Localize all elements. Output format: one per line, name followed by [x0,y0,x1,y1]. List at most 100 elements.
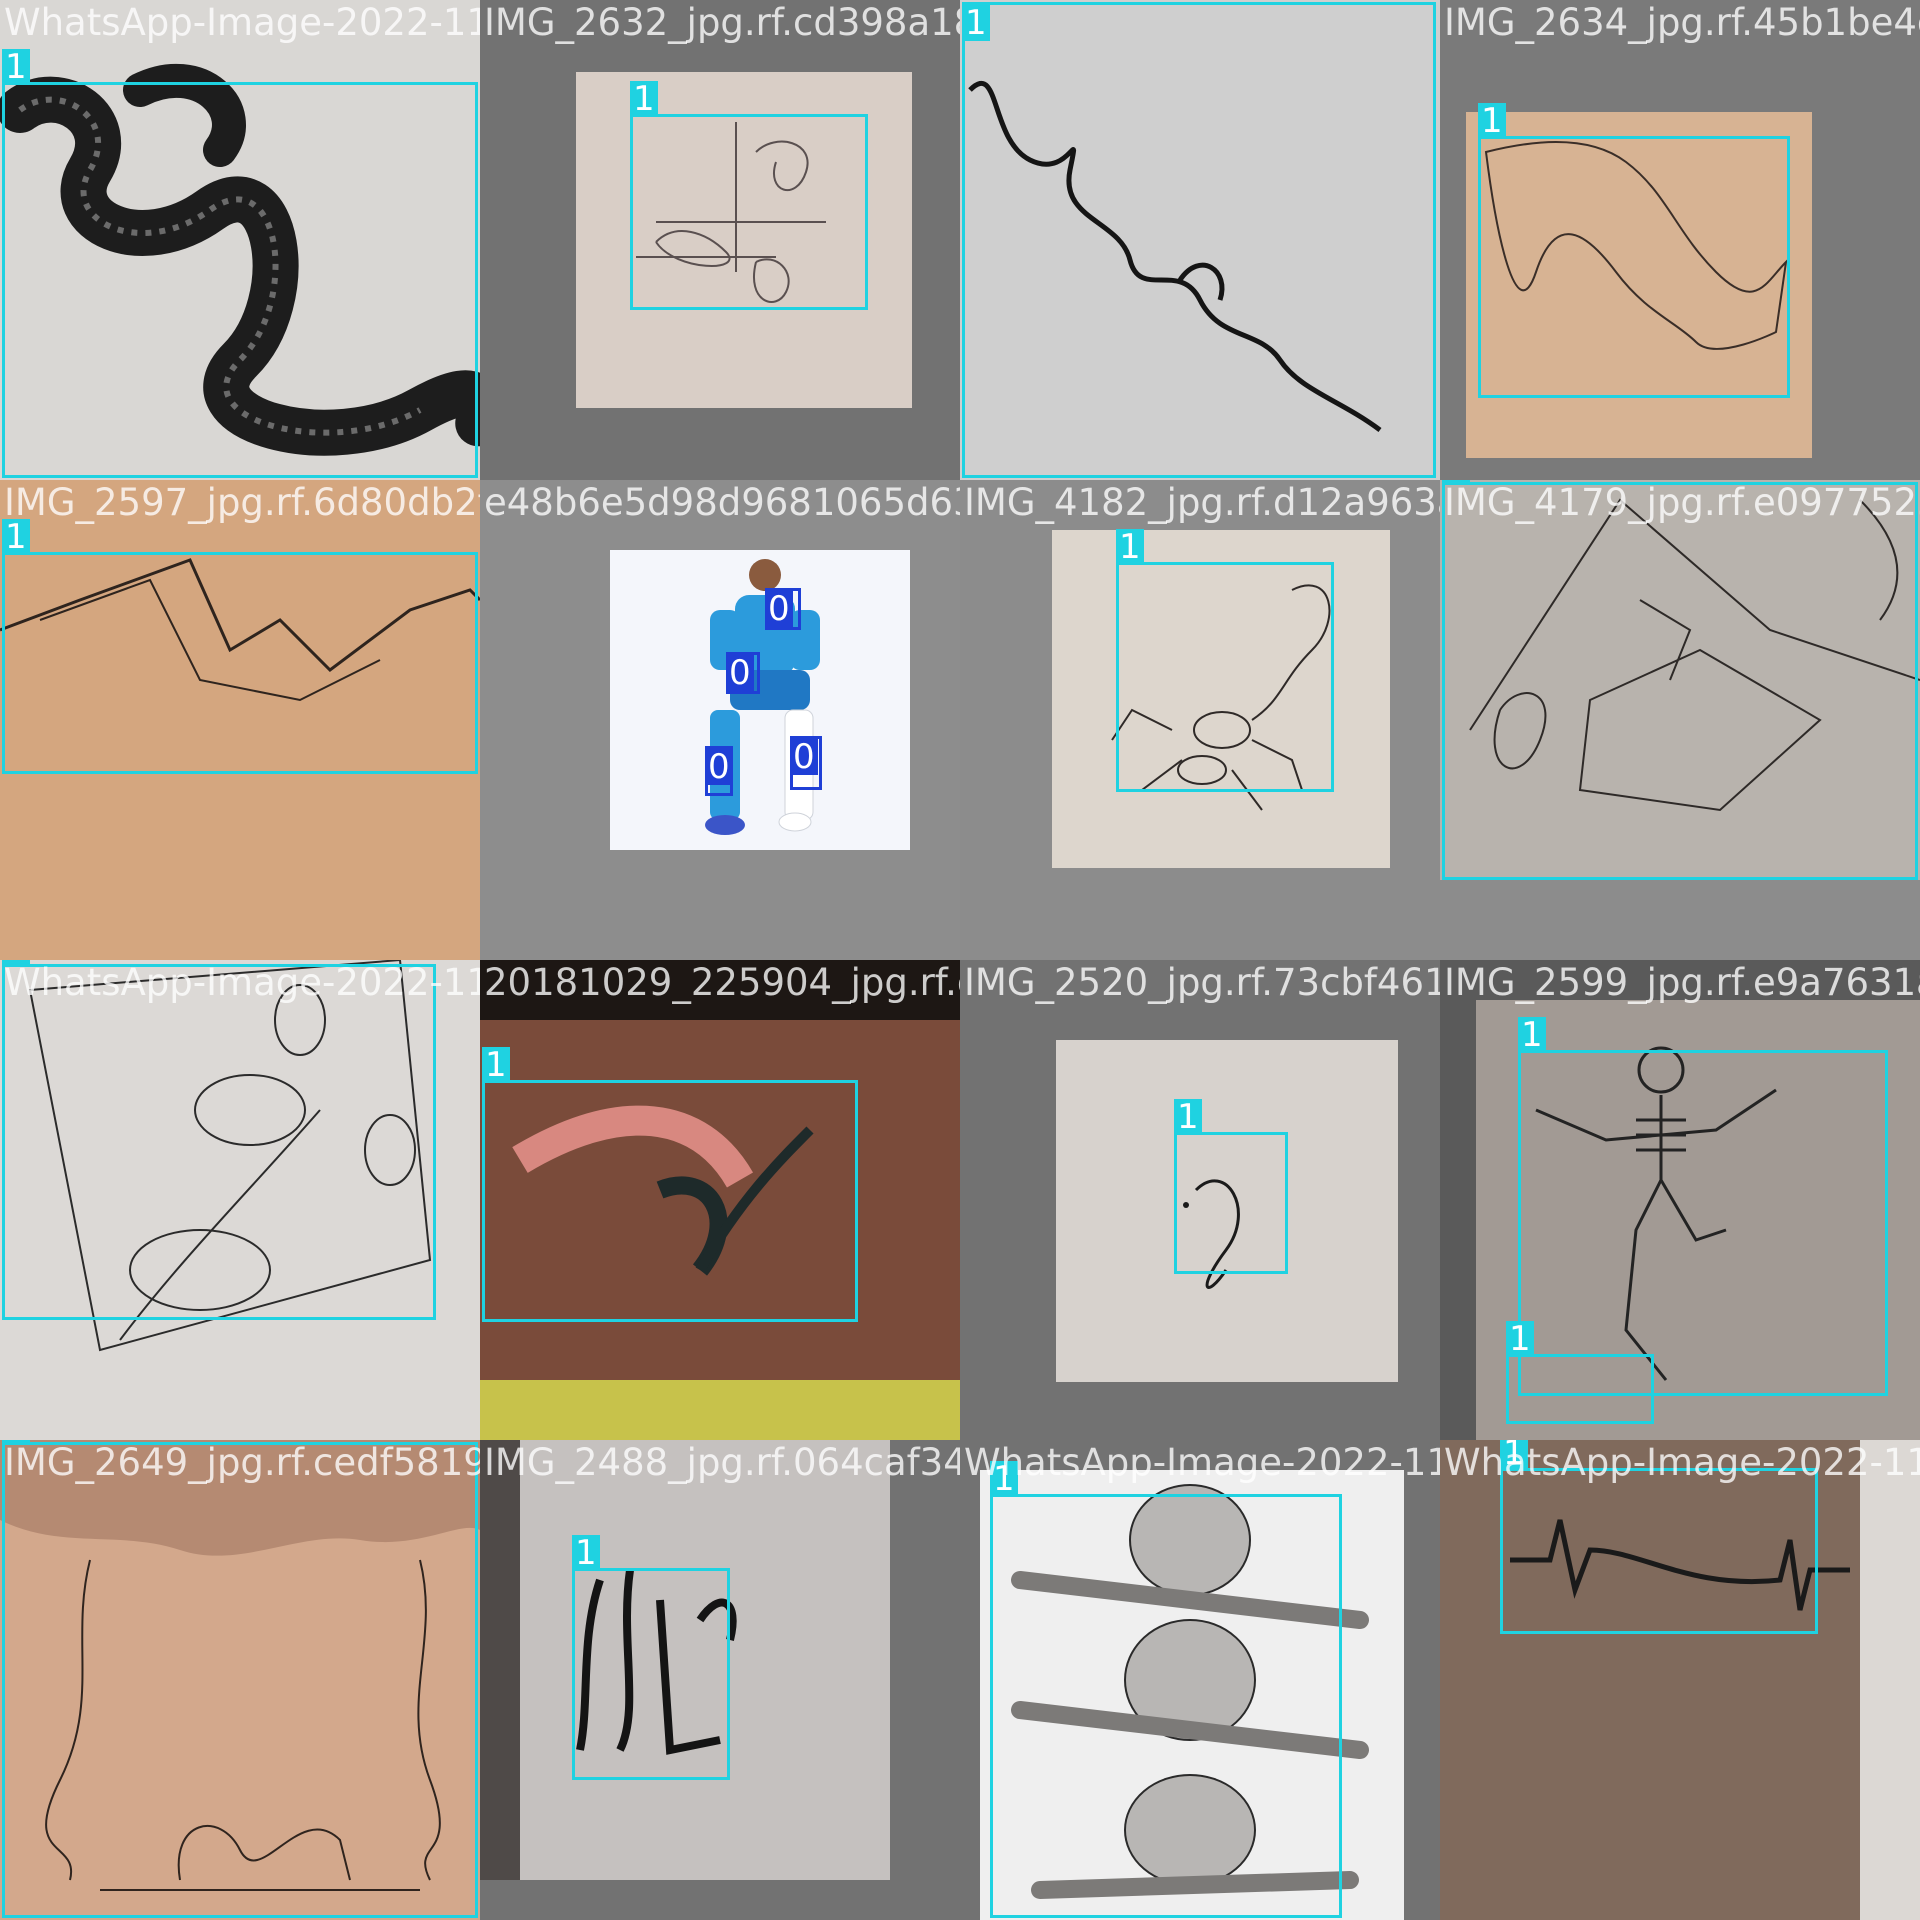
tile-sketch: 1 IMG_2632_jpg.rf.cd398a18f [480,0,960,480]
bounding-box: 1 [990,1461,1342,1918]
box-label: 0 [765,591,793,627]
bounding-box: 1 [1506,1321,1654,1424]
tile-small-line: 1 IMG_2520_jpg.rf.73cbf461d4c [960,960,1440,1440]
tile-filename: WhatsApp-Image-2022-11-2 [1444,1441,1920,1484]
box-label: 1 [1478,103,1506,139]
bounding-box: 1 [2,49,478,478]
tile-person: 0 0 0 0 e48b6e5d98d9681065d632b8 [480,480,960,960]
tile-clouds: 1 IMG_2649_jpg.rf.cedf58195 [0,1440,480,1920]
box-label: 1 [1518,1017,1546,1053]
tile-filename: WhatsApp-Image-2022-11-20-at-19-22-20.jp… [4,1,480,44]
box-label: 1 [1500,1440,1528,1471]
box-label: 0 [705,749,733,785]
wt-tattoo-image [480,1440,890,1880]
tile-lettering: 1 [960,0,1440,480]
bounding-box: 1 [2,519,478,774]
skeleton-tattoo-image [1476,1000,1920,1440]
box-label: 1 [990,1461,1018,1497]
box-label: 1 [2,960,30,967]
bounding-box: 0 [765,588,801,630]
tile-image [1440,1440,1920,1920]
bounding-box: 0 [790,736,822,790]
tile-map: 1 IMG_2634_jpg.rf.45b1be4cae [1440,0,1920,480]
box-label: 1 [962,5,990,41]
box-label: 1 [1506,1321,1534,1357]
tile-filename: e48b6e5d98d9681065d632b8 [484,481,960,524]
tile-filename: IMG_2597_jpg.rf.6d80db2f8 [4,481,480,524]
box-label: 1 [2,1440,30,1445]
box-label: 1 [1116,529,1144,565]
tile-image [0,0,480,480]
lettering-tattoo-image [960,0,1440,480]
box-label: 1 [482,1047,510,1083]
guernica-tattoo-image [1440,480,1920,880]
tile-filename: IMG_4179_jpg.rf.e09775250 [1444,481,1920,524]
bounding-box: 1 [1518,1017,1888,1396]
tile-scorpion: 1 IMG_4182_jpg.rf.d12a963a2 [960,480,1440,960]
bounding-box: 1 [1500,1440,1818,1634]
tile-image [0,480,480,960]
bounding-box: 1 [2,960,436,1320]
magnolia-tattoo-image [0,960,480,1440]
tile-image [980,1470,1404,1920]
box-label: 1 [572,1535,600,1571]
tile-image [1056,1040,1398,1382]
tile-filename: IMG_2599_jpg.rf.e9a7631aff9 [1444,961,1920,1004]
bounding-box: 1 [1116,529,1334,792]
bounding-box: 1 [1174,1099,1288,1274]
tile-image [1476,1000,1920,1440]
tile-filename: IMG_2520_jpg.rf.73cbf461d4c [964,961,1440,1004]
tile-mountains: 1 IMG_2597_jpg.rf.6d80db2f8 [0,480,480,960]
bounding-box: 1 [572,1535,730,1780]
box-label: 1 [630,81,658,117]
bounding-box: 1 [482,1047,858,1322]
bounding-box: 1 [1478,103,1790,398]
tile-image [480,960,960,1440]
tile-filename: IMG_2634_jpg.rf.45b1be4cae [1444,1,1920,44]
box-label: 1 [2,519,30,555]
tile-snake: 1 WhatsApp-Image-2022-11-20-at-19-22-20.… [0,0,480,480]
bounding-box: 0 [705,746,733,796]
tile-image [610,550,910,850]
box-label: 0 [790,739,818,775]
feather-tattoo-image [480,960,960,1440]
tile-skulls: 1 WhatsApp-Image-2022-11-20 [960,1440,1440,1920]
bounding-box: 1 [962,2,1436,478]
bounding-box: 1 [630,81,868,310]
tile-filename: IMG_4182_jpg.rf.d12a963a2 [964,481,1440,524]
tile-image [960,0,1440,480]
tile-image [1440,480,1920,880]
box-label: 1 [2,49,30,85]
tile-image [480,1440,890,1880]
tile-filename: 20181029_225904_jpg.rf.c82f [484,961,960,1004]
tile-filename: WhatsApp-Image-2022-11-20-at-19-22- [4,961,480,1004]
skulls-tattoo-image [980,1470,1404,1920]
person-image [610,550,910,850]
tile-heartbeat: 1 WhatsApp-Image-2022-11-2 [1440,1440,1920,1920]
tile-skeleton: 1 1 IMG_2599_jpg.rf.e9a7631aff9 [1440,960,1920,1440]
tile-wt: 1 IMG_2488_jpg.rf.064caf348c4 [480,1440,960,1920]
bounding-box: 1 [1442,480,1918,880]
bounding-box: 0 [726,652,760,694]
tile-image [0,960,480,1440]
small-line-tattoo-image [1056,1040,1398,1382]
tile-magnolia: 1 WhatsApp-Image-2022-11-20-at-19-22- [0,960,480,1440]
tile-filename: IMG_2632_jpg.rf.cd398a18f [484,1,960,44]
tile-filename: IMG_2488_jpg.rf.064caf348c4 [484,1441,960,1484]
tile-filename: WhatsApp-Image-2022-11-20 [964,1441,1440,1484]
box-label: 1 [1174,1099,1202,1135]
tile-guernica: 1 IMG_4179_jpg.rf.e09775250 [1440,480,1920,960]
map-tattoo-image [1466,112,1812,458]
bounding-box: 1 [2,1440,478,1918]
tile-feather: 1 20181029_225904_jpg.rf.c82f [480,960,960,1440]
tile-filename: IMG_2649_jpg.rf.cedf58195 [4,1441,480,1484]
heartbeat-tattoo-image [1440,1440,1920,1920]
snake-tattoo-image [0,0,480,480]
box-label: 0 [726,655,754,691]
clouds-tattoo-image [0,1440,480,1920]
tile-image [1466,112,1812,458]
tile-image [0,1440,480,1920]
box-label: 1 [1442,480,1470,485]
mountains-tattoo-image [0,480,480,960]
